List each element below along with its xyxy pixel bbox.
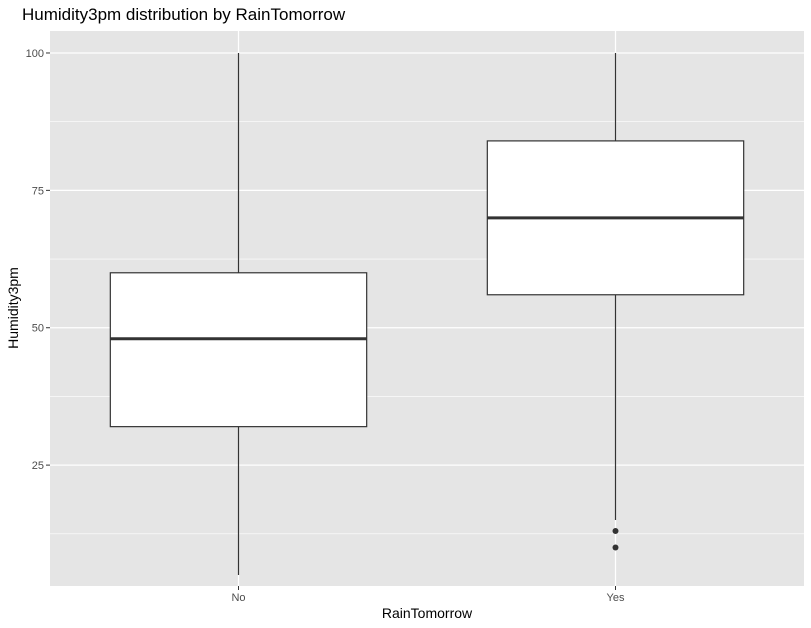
y-tick-label: 75 [32, 185, 44, 197]
x-tick-label: No [231, 592, 245, 604]
y-tick-label: 50 [32, 323, 44, 335]
y-axis-title: Humidity3pm [5, 267, 21, 349]
x-axis-title: RainTomorrow [382, 605, 473, 621]
outlier-point [612, 528, 619, 535]
chart-title: Humidity3pm distribution by RainTomorrow [22, 5, 346, 24]
y-tick-label: 100 [26, 48, 44, 60]
y-axis: 25 50 75 100 [26, 48, 50, 472]
y-tick-label: 25 [32, 460, 44, 472]
boxplots [109, 52, 745, 576]
box-no [109, 52, 368, 576]
x-tick-label: Yes [607, 592, 625, 604]
x-axis: No Yes [231, 586, 625, 604]
box-iqr [109, 272, 368, 428]
outlier-point [612, 544, 619, 551]
box-yes [486, 52, 745, 551]
